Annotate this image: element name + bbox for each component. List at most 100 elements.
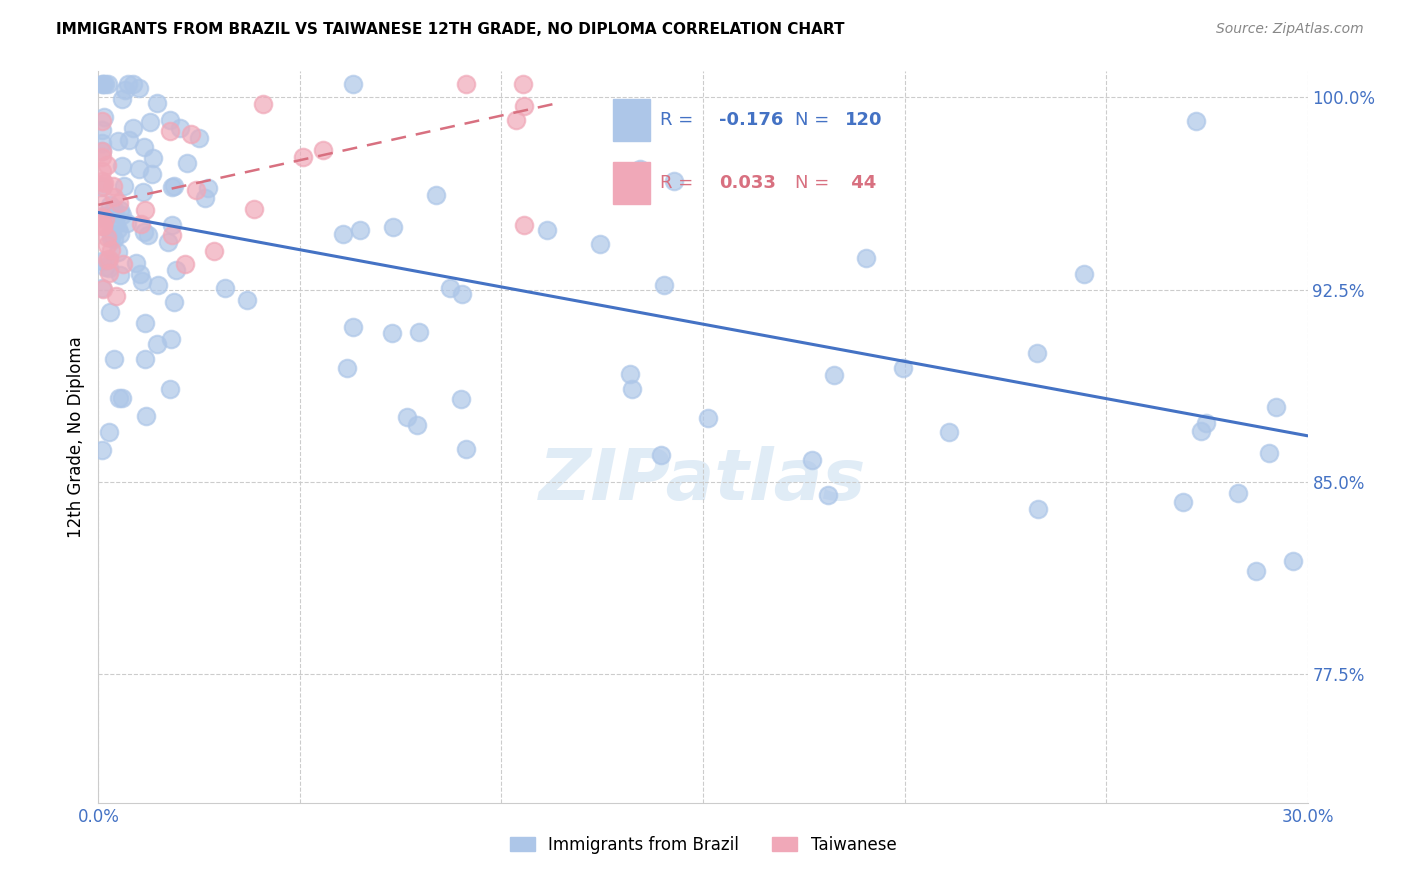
Point <box>108 203 131 218</box>
Point <box>91 113 114 128</box>
Point <box>136 228 159 243</box>
Point <box>159 124 181 138</box>
Point <box>91 144 114 158</box>
Point <box>163 295 186 310</box>
Point <box>132 140 155 154</box>
Point <box>121 120 143 135</box>
Point <box>292 150 315 164</box>
Point <box>91 144 114 158</box>
Point <box>236 293 259 308</box>
Point <box>104 218 127 232</box>
Point <box>855 252 877 266</box>
Point <box>91 442 114 457</box>
Point <box>405 417 427 432</box>
Y-axis label: 12th Grade, No Diploma: 12th Grade, No Diploma <box>66 336 84 538</box>
Point <box>97 425 120 440</box>
Point <box>619 367 641 381</box>
Point <box>114 83 136 97</box>
Point <box>91 219 114 233</box>
Point <box>103 352 125 367</box>
Point <box>91 122 114 136</box>
Point <box>128 81 150 95</box>
Point <box>139 115 162 129</box>
Point <box>122 77 145 91</box>
Point <box>107 222 129 236</box>
Point <box>146 336 169 351</box>
Point <box>91 163 114 178</box>
Point <box>697 411 720 425</box>
Point <box>451 286 474 301</box>
Point <box>103 190 125 204</box>
Point <box>395 410 418 425</box>
Point <box>96 209 118 223</box>
Point <box>1189 425 1212 439</box>
Point <box>160 228 183 243</box>
Point <box>160 332 183 346</box>
Point <box>108 268 131 282</box>
Point <box>134 351 156 366</box>
Point <box>439 281 461 295</box>
Point <box>96 238 118 252</box>
Point <box>160 180 183 194</box>
Point <box>214 280 236 294</box>
Point <box>108 227 131 242</box>
Point <box>662 173 685 187</box>
Point <box>512 77 534 91</box>
Point <box>174 257 197 271</box>
Point <box>131 217 153 231</box>
Point <box>98 252 121 266</box>
Point <box>128 162 150 177</box>
Point <box>103 202 125 216</box>
Point <box>97 77 120 91</box>
Point <box>513 218 536 232</box>
Point <box>156 235 179 250</box>
Point <box>141 167 163 181</box>
Point <box>1195 416 1218 430</box>
Text: ZIPatlas: ZIPatlas <box>540 447 866 516</box>
Point <box>243 202 266 216</box>
Point <box>100 230 122 244</box>
Point <box>100 198 122 212</box>
Point <box>107 244 129 259</box>
Text: Source: ZipAtlas.com: Source: ZipAtlas.com <box>1216 22 1364 37</box>
Point <box>589 237 612 252</box>
Point <box>1281 554 1303 568</box>
Point <box>456 77 478 91</box>
Point <box>91 219 114 233</box>
Point <box>194 191 217 205</box>
Point <box>98 260 121 275</box>
Point <box>111 208 134 222</box>
Point <box>135 409 157 424</box>
Point <box>512 99 534 113</box>
Point <box>131 274 153 288</box>
Point <box>536 223 558 237</box>
Point <box>176 156 198 170</box>
Point <box>425 188 447 202</box>
Legend: Immigrants from Brazil, Taiwanese: Immigrants from Brazil, Taiwanese <box>503 829 903 860</box>
Point <box>112 178 135 193</box>
Point <box>91 179 114 194</box>
Point <box>105 289 128 303</box>
Point <box>1264 400 1286 414</box>
Point <box>132 185 155 199</box>
Point <box>107 134 129 148</box>
Point <box>91 150 114 164</box>
Point <box>312 143 335 157</box>
Point <box>1026 502 1049 516</box>
Point <box>91 280 114 294</box>
Point <box>111 92 134 106</box>
Point <box>93 111 115 125</box>
Point <box>1227 486 1250 500</box>
Point <box>115 216 138 230</box>
Point <box>1184 114 1206 128</box>
Point <box>823 368 845 383</box>
Point <box>197 180 219 194</box>
Point <box>94 212 117 227</box>
Point <box>91 210 114 224</box>
Point <box>332 227 354 241</box>
Point <box>111 257 134 271</box>
Point <box>91 210 114 224</box>
Point <box>132 225 155 239</box>
Point <box>91 136 114 150</box>
Point <box>100 244 122 258</box>
